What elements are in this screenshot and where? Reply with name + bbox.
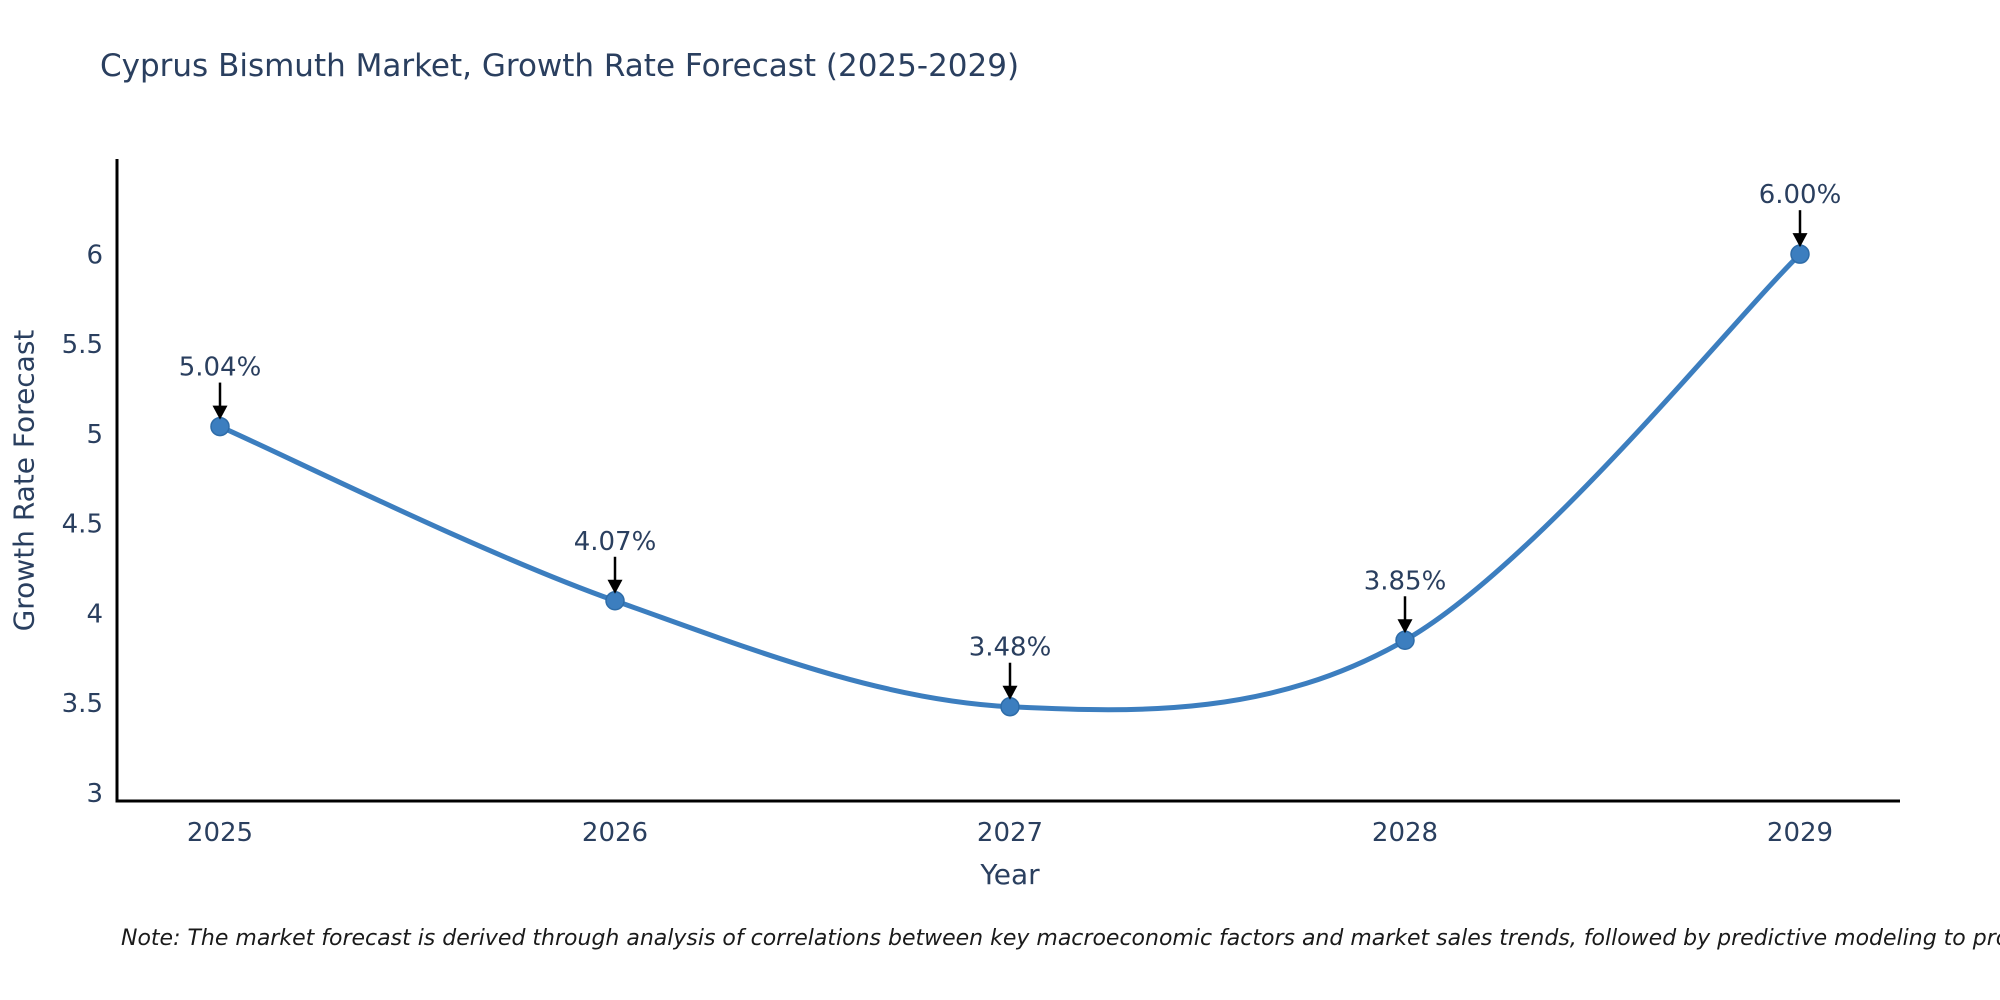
- x-tick-label: 2026: [582, 818, 648, 848]
- x-tick-label: 2027: [977, 818, 1043, 848]
- y-tick-label: 4: [86, 599, 103, 629]
- x-axis-title: Year: [980, 858, 1040, 891]
- annotation-label: 3.48%: [969, 633, 1052, 663]
- annotation-label: 4.07%: [574, 527, 657, 557]
- axis-spines: [115, 159, 1900, 803]
- chart-title: Cyprus Bismuth Market, Growth Rate Forec…: [100, 48, 1020, 84]
- data-point-marker: [605, 591, 625, 611]
- annotation-arrowhead: [212, 405, 228, 420]
- annotation-arrowhead: [1397, 619, 1413, 634]
- x-tick-label: 2025: [187, 818, 253, 848]
- annotation-label: 6.00%: [1759, 180, 1842, 210]
- data-point-marker: [210, 416, 230, 437]
- y-tick-label: 3.5: [62, 689, 103, 719]
- y-tick-label: 5: [86, 420, 103, 450]
- annotation-label: 3.85%: [1364, 566, 1447, 596]
- y-tick-label: 3: [86, 779, 103, 809]
- data-point-marker: [1790, 244, 1810, 264]
- data-point-marker: [1000, 696, 1020, 717]
- footnote: Note: The market forecast is derived thr…: [121, 926, 2000, 951]
- annotation-label: 5.04%: [179, 353, 262, 383]
- annotation-arrowhead: [1002, 685, 1018, 700]
- x-tick-label: 2028: [1372, 818, 1438, 848]
- y-tick-label: 4.5: [62, 510, 103, 540]
- y-tick-label: 6: [86, 240, 103, 270]
- annotation-arrowhead: [1792, 233, 1808, 248]
- annotation-arrowhead: [607, 579, 623, 594]
- y-tick-label: 5.5: [62, 330, 103, 360]
- data-point-marker: [1395, 630, 1415, 651]
- x-tick-label: 2029: [1767, 818, 1833, 848]
